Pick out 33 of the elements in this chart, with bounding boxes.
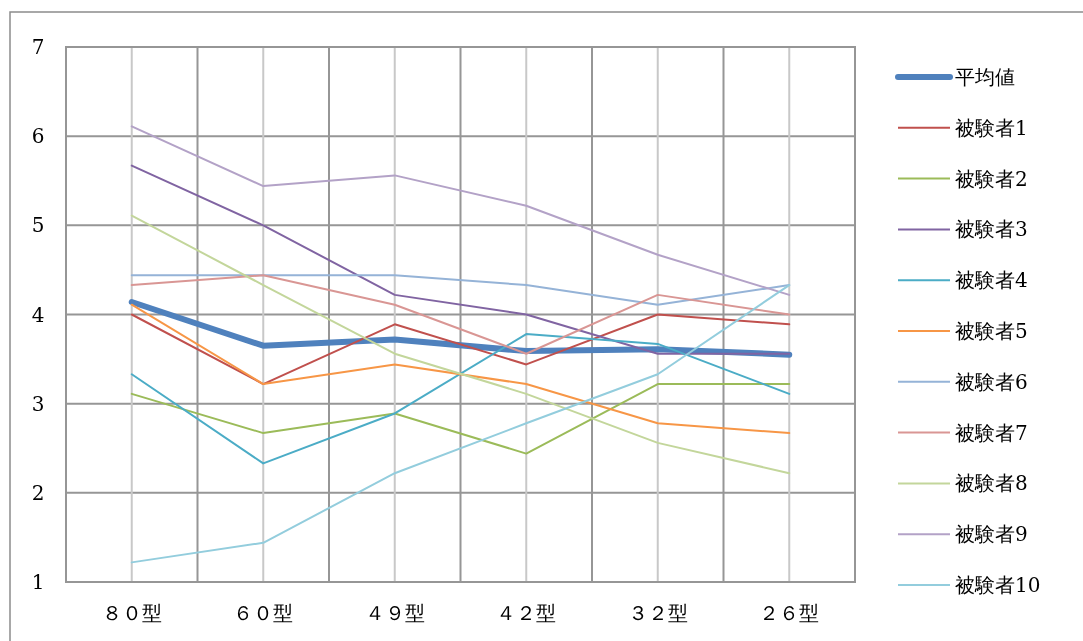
legend-label: 被験者7	[955, 420, 1028, 445]
legend-label: 被験者10	[955, 573, 1041, 597]
legend-label: 被験者3	[955, 217, 1028, 242]
y-tick-label: 1	[31, 570, 45, 594]
y-tick-label: 4	[31, 302, 45, 327]
y-tick-label: 5	[31, 213, 45, 238]
legend-label: 被験者5	[955, 319, 1028, 343]
y-tick-label: 7	[31, 35, 45, 59]
legend-label: 被験者4	[955, 268, 1028, 293]
line-series	[130, 214, 791, 475]
y-tick-label: 2	[31, 480, 45, 505]
line-series	[130, 274, 791, 355]
x-tick-label: ８０型	[101, 601, 162, 625]
x-tick-label: ３２型	[627, 601, 688, 625]
legend-label: 被験者2	[955, 166, 1028, 191]
line-series	[130, 284, 791, 564]
legend-label: 被験者1	[955, 115, 1028, 140]
x-tick-label: ２６型	[759, 601, 820, 625]
y-tick-label: 3	[31, 391, 45, 416]
line-series	[130, 313, 791, 386]
legend-label: 被験者9	[955, 522, 1028, 547]
line-series	[130, 383, 791, 455]
line-series	[130, 333, 791, 465]
line-series	[130, 164, 791, 355]
legend-label: 被験者8	[955, 471, 1028, 496]
line-series	[130, 125, 791, 296]
x-tick-label: ４２型	[496, 601, 557, 625]
legend-label: 被験者6	[955, 369, 1028, 394]
legend-label: 平均値	[955, 65, 1015, 89]
x-tick-label: ６０型	[233, 601, 294, 625]
x-tick-label: ４９型	[364, 601, 425, 625]
y-tick-label: 6	[31, 124, 45, 149]
line-series	[130, 303, 791, 435]
